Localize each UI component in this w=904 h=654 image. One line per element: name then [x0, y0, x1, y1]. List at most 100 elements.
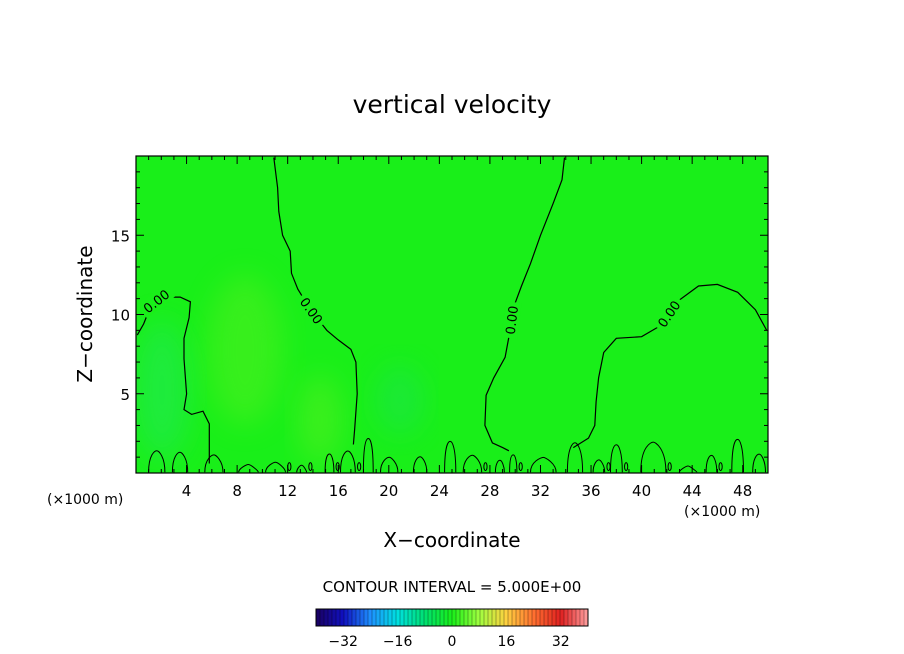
- y-tick-label: 10: [111, 307, 130, 325]
- surface-contour-cell: [357, 462, 362, 472]
- x-axis-ticks: 4 8 12 16 20 24 28 32 36 40 44 48: [148, 156, 756, 500]
- surface-contour: [678, 465, 698, 473]
- color-scale-cell: [320, 609, 325, 626]
- contour-label-bg-1: [137, 283, 176, 319]
- color-scale-cell: [392, 609, 397, 626]
- color-scale-cell: [512, 609, 517, 626]
- field-patch-center: [207, 275, 283, 425]
- x-tick-label: 48: [733, 482, 752, 500]
- color-scale-tick-label: −32: [328, 634, 358, 650]
- color-scale-cell: [440, 609, 445, 626]
- y-tick-label: 15: [111, 227, 130, 245]
- x-tick-label: 12: [278, 482, 297, 500]
- contour-label-3: 0.00: [504, 305, 522, 336]
- color-scale-cell: [420, 609, 425, 626]
- surface-contour: [340, 450, 356, 473]
- x-axis-label: X−coordinate: [383, 528, 520, 552]
- color-scale-cell: [548, 609, 553, 626]
- color-scale-tick-label: 32: [552, 634, 570, 650]
- color-scale-bar: [315, 608, 589, 627]
- color-scale-cell: [404, 609, 409, 626]
- color-scale-cell: [408, 609, 413, 626]
- surface-contour: [238, 463, 259, 473]
- color-scale-cell: [384, 609, 389, 626]
- x-tick-label: 40: [632, 482, 651, 500]
- color-scale-cell: [400, 609, 405, 626]
- color-scale-cell: [568, 609, 573, 626]
- surface-contour: [494, 459, 505, 473]
- color-scale-cell: [580, 609, 585, 626]
- x-unit-right: (×1000 m): [684, 504, 760, 520]
- field-patch-lower: [298, 375, 342, 465]
- color-scale-cell: [436, 609, 441, 626]
- surface-contour: [509, 454, 518, 473]
- color-scale-cell: [448, 609, 453, 626]
- x-tick-label: 4: [182, 482, 192, 500]
- color-scale-cell: [376, 609, 381, 626]
- surface-contours: [148, 437, 766, 473]
- color-scale-cell: [344, 609, 349, 626]
- color-scale-cell: [532, 609, 537, 626]
- surface-contour: [412, 456, 428, 473]
- color-scale-cell: [544, 609, 549, 626]
- x-tick-label: 44: [683, 482, 702, 500]
- x-tick-label: 36: [581, 482, 600, 500]
- color-scale-cell: [356, 609, 361, 626]
- contour-interval-label: CONTOUR INTERVAL = 5.000E+00: [323, 578, 582, 596]
- surface-contour: [380, 456, 399, 473]
- chart-title: vertical velocity: [353, 90, 552, 119]
- contour-label-bg-3: [501, 301, 522, 339]
- color-scale-cell: [416, 609, 421, 626]
- field-variations: [136, 275, 424, 465]
- color-scale-cell: [488, 609, 493, 626]
- zero-contour-4: [572, 283, 768, 449]
- contour-label-bg-4: [651, 294, 686, 334]
- color-scale-cell: [556, 609, 561, 626]
- surface-contour-cell: [483, 462, 488, 472]
- surface-contour: [566, 442, 584, 473]
- plot-area: 0.00 0.00 0.00 0.00 4 8 12 16 20 24 28 32 36 40 44 48 …: [111, 155, 769, 500]
- x-tick-label: 32: [531, 482, 550, 500]
- color-scale-cell: [540, 609, 545, 626]
- surface-contour: [324, 453, 335, 473]
- color-scale-cell: [524, 609, 529, 626]
- color-scale-cell: [352, 609, 357, 626]
- color-scale-cell: [388, 609, 393, 626]
- surface-contour: [362, 437, 374, 473]
- surface-contour-cell: [718, 462, 723, 472]
- color-scale-cell: [500, 609, 505, 626]
- color-scale-cell: [528, 609, 533, 626]
- color-scale-cell: [552, 609, 557, 626]
- color-scale-cell: [496, 609, 501, 626]
- contour-label-bg-2: [294, 291, 329, 330]
- color-scale-cell: [336, 609, 341, 626]
- surface-contour: [204, 454, 224, 473]
- color-scale-cell: [452, 609, 457, 626]
- surface-contour: [610, 444, 623, 473]
- surface-contour: [530, 456, 557, 473]
- y-axis-ticks: 5 10 15: [111, 171, 768, 458]
- color-scale-cell: [492, 609, 497, 626]
- color-scale-cell: [328, 609, 333, 626]
- x-tick-label: 24: [430, 482, 449, 500]
- x-tick-label: 28: [480, 482, 499, 500]
- surface-contour: [148, 450, 166, 473]
- surface-contour: [296, 464, 308, 473]
- color-scale-cell: [368, 609, 373, 626]
- color-scale-cell: [316, 609, 321, 626]
- color-scale-cell: [396, 609, 401, 626]
- x-tick-label: 20: [379, 482, 398, 500]
- surface-contour-cell: [335, 462, 340, 472]
- color-scale-cell: [480, 609, 485, 626]
- surface-contour-cell: [667, 462, 672, 472]
- color-scale-cell: [340, 609, 345, 626]
- color-scale-cell: [504, 609, 509, 626]
- y-axis-label: Z−coordinate: [73, 245, 97, 382]
- color-scale-cell: [472, 609, 477, 626]
- color-scale-cell: [564, 609, 569, 626]
- surface-contour-cell: [308, 462, 313, 472]
- surface-contour: [265, 461, 286, 473]
- color-scale-cell: [324, 609, 329, 626]
- surface-contour: [640, 441, 667, 473]
- color-scale-cell: [360, 609, 365, 626]
